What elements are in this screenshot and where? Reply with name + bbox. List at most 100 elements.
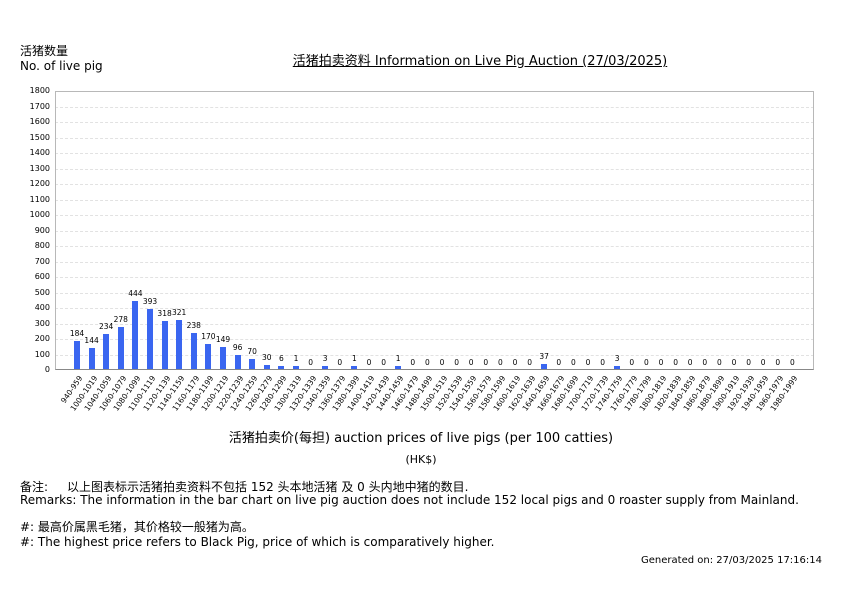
gridline <box>55 292 814 294</box>
y-tick-label: 1200 <box>29 179 50 188</box>
gridline <box>55 153 814 154</box>
gridline <box>55 184 814 185</box>
bar-value-label: 170 <box>201 331 216 341</box>
bar-value-label: 234 <box>99 321 114 331</box>
bar-value-label: 1 <box>352 354 357 363</box>
bar <box>395 366 402 370</box>
y-axis-title-cn: 活猪数量 <box>20 44 69 58</box>
bar-value-label: 0 <box>308 358 313 367</box>
bar-value-label: 0 <box>702 358 708 367</box>
bar-value-label: 70 <box>247 347 257 357</box>
gridline <box>55 246 814 247</box>
bar-value-label: 0 <box>468 358 474 367</box>
bar-value-label: 0 <box>644 358 649 367</box>
bar <box>132 301 139 370</box>
y-tick-label: 800 <box>34 241 50 250</box>
remark-en: Remarks: The information in the bar char… <box>20 493 799 507</box>
gridline <box>55 137 814 139</box>
bar-value-label: 1 <box>395 354 401 363</box>
chart-title: 活猪拍卖资料 Information on Live Pig Auction (… <box>292 54 668 69</box>
bar-value-label: 3 <box>322 354 328 363</box>
gridline <box>55 199 814 201</box>
y-tick-label: 1400 <box>29 148 50 157</box>
y-tick-label: 600 <box>34 272 50 281</box>
remark-cn-label: 备注: <box>20 480 49 494</box>
bar-value-label: 0 <box>337 358 343 367</box>
bar-value-label: 238 <box>186 321 201 331</box>
bar <box>614 366 621 370</box>
gridline <box>55 168 814 170</box>
bar <box>117 326 124 370</box>
bar-value-label: 0 <box>775 358 781 367</box>
hash-note-en: #: The highest price refers to Black Pig… <box>20 535 495 549</box>
hash-note-cn: #: 最高价属黑毛猪，其价格较一般猪为高。 <box>20 520 254 534</box>
y-tick-label: 1300 <box>29 163 50 173</box>
bar-value-label: 0 <box>556 358 562 367</box>
y-tick-label: 1500 <box>29 132 50 142</box>
bar-value-label: 0 <box>673 358 678 367</box>
x-axis-title: 活猪拍卖价(每担) auction prices of live pigs (p… <box>228 431 614 446</box>
bar <box>541 364 548 370</box>
bar-value-label: 144 <box>84 335 99 345</box>
bar-value-label: 6 <box>279 354 284 363</box>
remark-cn-text: 以上图表标示活猪拍卖资料不包括 152 头本地活猪 及 0 头内地中猪的数目. <box>67 480 469 494</box>
bar-value-label: 393 <box>142 297 158 307</box>
generated-timestamp: Generated on: 27/03/2025 17:16:14 <box>641 555 822 566</box>
bar-value-label: 0 <box>629 358 635 367</box>
bar <box>205 343 212 370</box>
bar-value-label: 0 <box>760 358 766 367</box>
bar-value-label: 0 <box>512 358 518 367</box>
bar <box>88 347 95 370</box>
bar-value-label: 0 <box>483 358 489 367</box>
gridline <box>55 323 814 325</box>
bar <box>161 320 168 370</box>
bar <box>234 355 241 370</box>
gridline <box>55 106 814 108</box>
bar-value-label: 37 <box>539 352 549 362</box>
gridline <box>55 230 814 232</box>
remark-cn: 备注: 以上图表标示活猪拍卖资料不包括 152 头本地活猪 及 0 头内地中猪的数… <box>20 478 468 495</box>
bar-value-label: 0 <box>410 358 416 367</box>
bar <box>176 320 183 370</box>
y-tick-label: 200 <box>34 334 50 343</box>
plot-area <box>55 91 814 370</box>
bar <box>190 333 197 370</box>
y-tick-label: 900 <box>34 225 50 235</box>
gridline <box>55 122 814 123</box>
gridline <box>55 354 814 356</box>
bar <box>74 341 80 370</box>
gridline <box>55 308 814 309</box>
bar <box>278 366 285 370</box>
bar-value-label: 0 <box>717 358 722 367</box>
y-tick-label: 300 <box>34 318 50 328</box>
bar-value-label: 0 <box>790 358 795 367</box>
bar <box>147 309 153 370</box>
bar-value-label: 0 <box>687 358 693 367</box>
bar-value-label: 149 <box>215 334 231 344</box>
bar-value-label: 0 <box>498 358 503 367</box>
y-tick-label: 400 <box>34 303 50 312</box>
y-tick-label: 1700 <box>29 101 50 111</box>
bar <box>220 346 226 370</box>
y-tick-label: 1800 <box>29 86 50 95</box>
bar-value-label: 0 <box>527 358 532 367</box>
bar-value-label: 0 <box>658 358 664 367</box>
bar-value-label: 278 <box>113 314 128 324</box>
gridline <box>55 339 814 340</box>
bar-value-label: 184 <box>69 329 85 339</box>
y-tick-label: 100 <box>34 349 50 359</box>
gridline <box>55 277 814 278</box>
bar-value-label: 0 <box>366 358 372 367</box>
bar-value-label: 96 <box>232 343 243 353</box>
bar-value-label: 318 <box>157 308 172 318</box>
y-tick-label: 0 <box>44 365 50 374</box>
bar-value-label: 0 <box>439 358 445 367</box>
bar <box>103 333 110 370</box>
bar-value-label: 444 <box>128 289 143 299</box>
gridline <box>55 215 814 216</box>
bar-value-label: 0 <box>425 358 430 367</box>
y-axis-title-en: No. of live pig <box>20 59 103 73</box>
y-tick-label: 1000 <box>29 210 50 219</box>
bar-value-label: 1 <box>293 354 299 363</box>
y-tick-label: 700 <box>34 256 50 266</box>
